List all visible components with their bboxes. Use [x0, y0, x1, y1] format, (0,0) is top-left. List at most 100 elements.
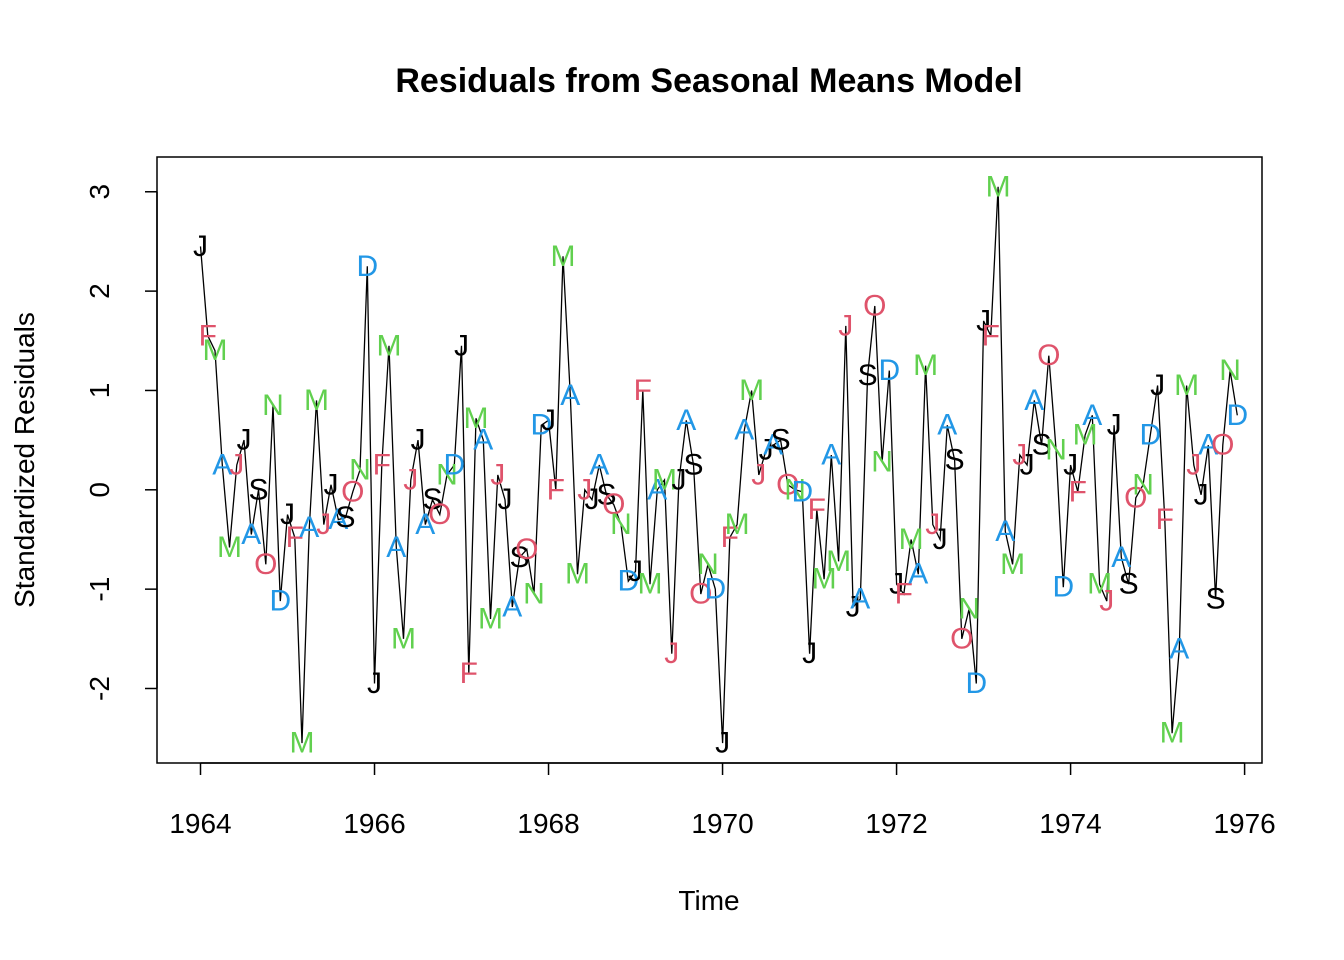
data-point-label: F	[1156, 503, 1174, 536]
data-point-label: M	[478, 603, 503, 636]
data-point-label: A	[241, 518, 261, 551]
data-point-label: O	[950, 622, 973, 655]
data-point-label: M	[551, 240, 576, 273]
x-tick-label: 1976	[1213, 808, 1275, 839]
data-point-label: M	[986, 170, 1011, 203]
x-tick-label: 1964	[169, 808, 231, 839]
y-tick-label: 0	[84, 482, 115, 498]
y-tick-label: -1	[84, 577, 115, 602]
data-point-label: M	[464, 402, 489, 435]
data-point-label: S	[509, 541, 529, 574]
data-point-label: N	[1132, 468, 1154, 501]
x-tick-label: 1968	[517, 808, 579, 839]
data-point-label: J	[490, 458, 505, 491]
data-point-label: A	[328, 503, 348, 536]
chart-title: Residuals from Seasonal Means Model	[395, 62, 1022, 100]
data-point-label: J	[324, 468, 339, 501]
data-point-label: A	[502, 591, 522, 624]
data-point-label: O	[515, 533, 538, 566]
data-point-label: A	[212, 449, 232, 482]
data-point-label: S	[858, 359, 878, 392]
data-point-label: O	[602, 488, 625, 521]
data-point-label: D	[878, 354, 900, 387]
data-point-label: J	[316, 508, 331, 541]
data-point-label: D	[704, 573, 726, 606]
data-point-label: J	[672, 463, 687, 496]
data-point-label: A	[415, 508, 435, 541]
data-point-label: F	[982, 319, 1000, 352]
data-point-label: J	[1194, 478, 1209, 511]
data-point-label: M	[1160, 717, 1185, 750]
data-point-label: M	[899, 523, 924, 556]
data-point-label: A	[995, 515, 1015, 548]
data-point-label: A	[589, 449, 609, 482]
data-point-label: J	[193, 230, 208, 263]
data-point-label: D	[617, 565, 639, 598]
data-point-label: F	[547, 473, 565, 506]
data-point-label: D	[1052, 571, 1074, 604]
data-point-label: S	[1032, 429, 1052, 462]
y-tick-label: 2	[84, 283, 115, 299]
data-point-label: S	[1119, 568, 1139, 601]
data-point-label: D	[443, 449, 465, 482]
data-point-label: J	[628, 555, 643, 588]
data-point-label: J	[889, 568, 904, 601]
data-point-label: J	[925, 508, 940, 541]
data-point-label: D	[530, 409, 552, 442]
data-point-label: F	[286, 521, 304, 554]
data-point-label: S	[771, 424, 791, 457]
data-point-label: M	[1000, 548, 1025, 581]
residual-series: JFMAMJJASONDJFMAMJJASONDJFMAMJJASONDJFMA…	[193, 170, 1248, 759]
data-point-label: F	[721, 521, 739, 554]
data-point-label: M	[1174, 369, 1199, 402]
data-point-label: J	[585, 483, 600, 516]
data-point-label: J	[1012, 439, 1027, 472]
data-point-label: A	[908, 558, 928, 591]
data-point-label: D	[356, 250, 378, 283]
data-point-label: J	[715, 727, 730, 760]
data-point-label: N	[1219, 354, 1241, 387]
y-tick-label: 3	[84, 184, 115, 200]
data-point-label: J	[1099, 585, 1114, 618]
data-point-label: J	[1107, 409, 1122, 442]
data-point-label: N	[523, 578, 545, 611]
data-point-label: D	[269, 585, 291, 618]
data-point-label: J	[664, 637, 679, 670]
data-point-label: J	[838, 309, 853, 342]
data-point-label: M	[217, 531, 242, 564]
data-point-label: A	[647, 473, 667, 506]
data-point-label: N	[871, 446, 893, 479]
data-point-label: A	[386, 531, 406, 564]
data-point-label: M	[652, 463, 677, 496]
plot-frame	[156, 156, 1263, 764]
data-point-label: F	[634, 374, 652, 407]
data-point-label: F	[199, 319, 217, 352]
data-point-label: N	[1045, 434, 1067, 467]
data-point-label: F	[460, 657, 478, 690]
data-point-label: A	[1082, 399, 1102, 432]
data-point-label: O	[428, 498, 451, 531]
data-point-label: A	[473, 424, 493, 457]
data-point-label: J	[802, 637, 817, 670]
data-point-label: N	[784, 473, 806, 506]
data-point-label: J	[759, 434, 774, 467]
data-point-label: O	[776, 468, 799, 501]
data-point-label: D	[965, 667, 987, 700]
data-point-label: M	[203, 334, 228, 367]
data-point-label: J	[280, 498, 295, 531]
data-point-label: J	[1186, 449, 1201, 482]
data-point-label: J	[411, 424, 426, 457]
series-line	[199, 186, 1238, 744]
y-tick-label: 1	[84, 383, 115, 399]
data-point-label: J	[229, 449, 244, 482]
data-point-label: J	[751, 458, 766, 491]
y-tick-label: -2	[84, 676, 115, 701]
data-point-label: J	[1020, 449, 1035, 482]
data-point-label: D	[1226, 399, 1248, 432]
data-point-label: N	[436, 458, 458, 491]
data-point-label: O	[1037, 339, 1060, 372]
data-point-label: F	[373, 449, 391, 482]
data-point-label: M	[826, 545, 851, 578]
data-point-label: A	[1024, 384, 1044, 417]
data-point-label: O	[863, 290, 886, 323]
